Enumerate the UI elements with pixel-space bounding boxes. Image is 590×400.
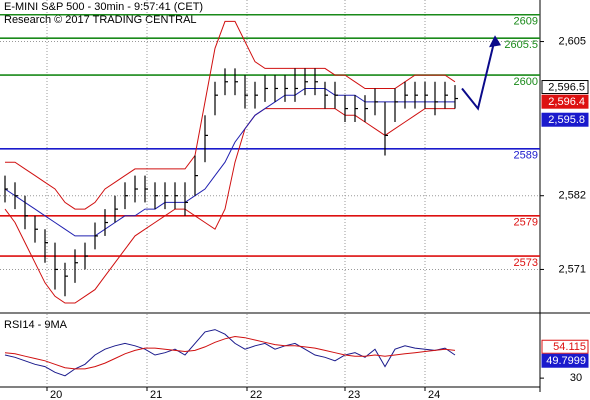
price-tag-label: 2,596.4 bbox=[548, 96, 585, 108]
rsi-tag bbox=[541, 339, 589, 354]
price-tag-label: 2,595.8 bbox=[548, 114, 585, 126]
price-tag-label: 2,596.5 bbox=[548, 81, 585, 93]
rsi-tag bbox=[541, 353, 589, 368]
y-tick-label: 2,571 bbox=[558, 263, 586, 275]
x-tick-label: 23 bbox=[348, 389, 360, 400]
rsi-tag-label: 54.115 bbox=[553, 341, 586, 353]
level-label: 2589 bbox=[514, 150, 538, 162]
projection-arrowhead bbox=[489, 35, 501, 48]
chart-title: E-MINI S&P 500 - 30min - 9:57:41 (CET) bbox=[4, 1, 203, 13]
price-tag bbox=[541, 94, 589, 109]
rsi-tag-label: 49.7999 bbox=[546, 355, 586, 367]
rsi-label: RSI14 - 9MA bbox=[4, 319, 68, 331]
y-tick-label: 2,582 bbox=[558, 190, 586, 202]
level-label: 2600 bbox=[514, 76, 538, 88]
indicator-line bbox=[4, 88, 455, 237]
chart-subtitle: Research © 2017 TRADING CENTRAL bbox=[4, 14, 197, 26]
indicator-line bbox=[5, 20, 456, 210]
level-label: 2579 bbox=[514, 217, 538, 229]
x-tick-label: 24 bbox=[428, 389, 440, 400]
x-tick-label: 21 bbox=[150, 389, 162, 400]
projection-line bbox=[461, 37, 496, 111]
level-label: 2605.5 bbox=[504, 39, 538, 51]
price-tag bbox=[541, 112, 589, 127]
indicator-line bbox=[4, 108, 455, 304]
rsi-tick-label: 30 bbox=[570, 372, 582, 384]
level-label: 2609 bbox=[514, 16, 538, 28]
level-label: 2573 bbox=[514, 257, 538, 269]
x-tick-label: 20 bbox=[50, 389, 62, 400]
x-tick-label: 22 bbox=[250, 389, 262, 400]
rsi-line bbox=[4, 335, 456, 370]
price-tag bbox=[541, 80, 589, 95]
y-tick-label: 2,605 bbox=[558, 35, 586, 47]
rsi-line bbox=[4, 329, 456, 377]
